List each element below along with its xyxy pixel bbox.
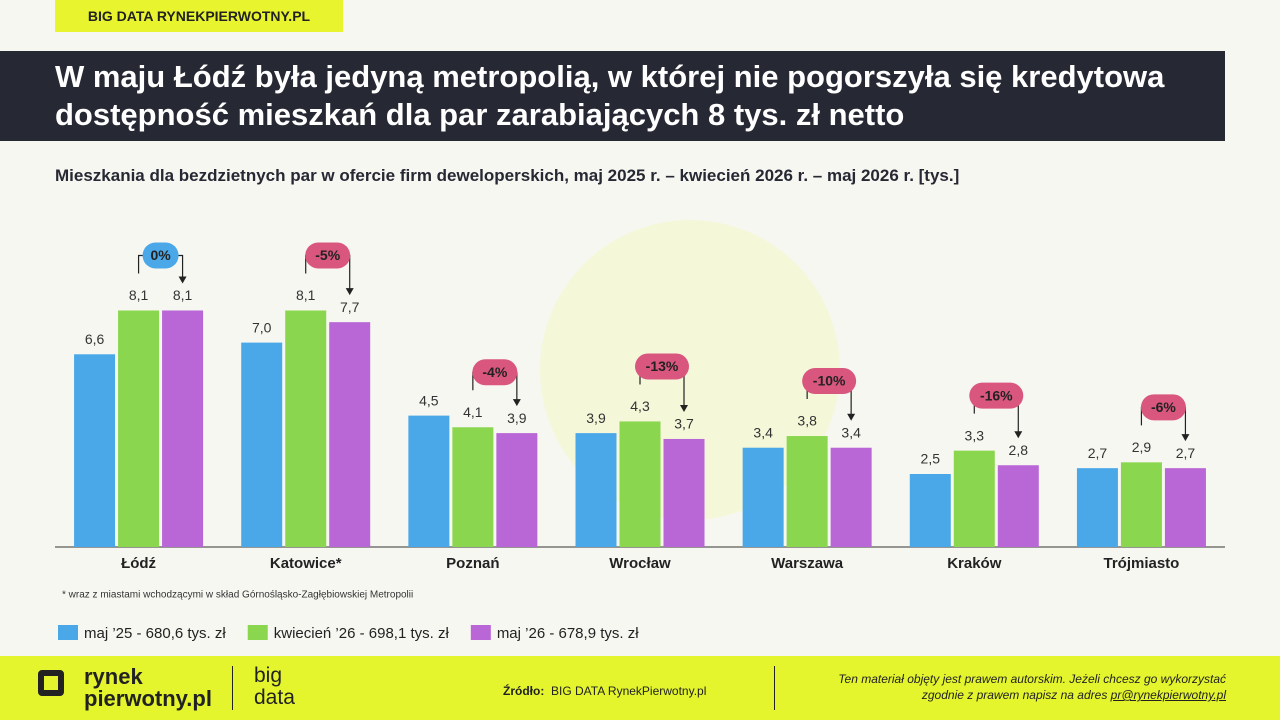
value-label: 6,6 (85, 331, 105, 347)
value-label: 4,3 (630, 398, 650, 414)
divider (774, 666, 775, 710)
bar (619, 421, 661, 547)
value-label: 3,9 (507, 410, 527, 426)
value-label: 2,9 (1132, 439, 1152, 455)
bar (997, 465, 1039, 547)
change-badge (1140, 394, 1186, 421)
change-label: -10% (813, 373, 846, 389)
bar (74, 354, 116, 547)
value-label: 2,7 (1088, 445, 1108, 461)
value-label: 8,1 (129, 287, 149, 303)
arrow-head (1014, 431, 1023, 439)
change-label: 0% (150, 247, 171, 263)
bar (408, 415, 450, 547)
legend-label: maj ’25 - 680,6 tys. zł (84, 625, 226, 642)
bar (162, 310, 204, 547)
value-label: 2,8 (1009, 442, 1029, 458)
value-label: 8,1 (296, 287, 316, 303)
legend-label: maj ’26 - 678,9 tys. zł (497, 625, 639, 642)
arrow-head (178, 276, 187, 284)
change-label: -4% (482, 364, 507, 380)
value-label: 3,8 (797, 413, 817, 429)
value-label: 2,7 (1176, 445, 1196, 461)
value-label: 4,1 (463, 404, 483, 420)
change-badge (802, 368, 857, 395)
logo-icon (38, 670, 64, 696)
value-label: 7,0 (252, 319, 272, 335)
bar (1120, 462, 1162, 547)
change-badge (472, 359, 518, 386)
change-badge (142, 242, 179, 269)
x-tick-label: Poznań (446, 555, 499, 572)
value-label: 3,4 (841, 424, 861, 440)
footnote: * wraz z miastami wchodzącymi w skład Gó… (62, 590, 413, 601)
logo-bottom: pierwotny.pl (84, 686, 212, 711)
change-label: -16% (980, 387, 1013, 403)
source: BIG DATA RynekPierwotny.pl (551, 684, 707, 698)
header-tag: BIG DATA RYNEKPIERWOTNY.PL (55, 0, 343, 32)
bar (953, 450, 995, 547)
bar (830, 447, 872, 547)
bar (575, 433, 617, 547)
email[interactable]: pr@rynekpierwotny.pl (1110, 688, 1226, 702)
footer: rynek pierwotny.pl big data Źródło: BIG … (0, 656, 1280, 720)
bar (285, 310, 327, 547)
bar (452, 427, 494, 547)
change-label: -13% (646, 358, 679, 374)
change-label: -6% (1151, 399, 1176, 415)
value-label: 3,7 (674, 416, 694, 432)
x-tick-label: Łódź (121, 555, 156, 572)
value-label: 3,3 (965, 427, 985, 443)
value-label: 8,1 (173, 287, 193, 303)
arrow-head (680, 404, 688, 412)
source-label: Źródło: (503, 684, 545, 698)
x-tick-label: Wrocław (609, 555, 671, 572)
bar (909, 474, 951, 547)
brand-bottom: data (254, 686, 295, 709)
value-label: 4,5 (419, 392, 439, 408)
arrow-head (512, 399, 521, 407)
change-badge (635, 353, 689, 380)
legend-label: kwiecień ’26 - 698,1 tys. zł (274, 625, 450, 642)
value-label: 2,5 (921, 451, 941, 467)
arrow-head (847, 413, 856, 421)
arrow-head (345, 288, 354, 296)
copyright: Ten materiał objęty jest prawem autorski… (838, 672, 1226, 686)
chart-title: W maju Łódź była jedyną metropolią, w kt… (55, 59, 1165, 132)
legend-swatch (58, 625, 78, 640)
title-bar: W maju Łódź była jedyną metropolią, w kt… (0, 51, 1225, 141)
brand-top: big (254, 664, 283, 687)
copyright: zgodnie z prawem napisz na adres pr@ryne… (922, 688, 1226, 702)
bar (663, 438, 705, 547)
value-label: 3,4 (753, 424, 773, 440)
legend-swatch (247, 625, 268, 640)
change-label: -5% (315, 247, 340, 263)
bar (1076, 468, 1118, 547)
chart-subtitle: Mieszkania dla bezdzietnych par w oferci… (55, 166, 960, 185)
change-badge (969, 382, 1024, 409)
divider (232, 666, 233, 710)
bar (329, 322, 371, 547)
x-tick-label: Katowice* (270, 555, 342, 572)
chart: * wraz z miastami wchodzącymi w skład Gó… (55, 220, 1225, 642)
x-tick-label: Trójmiasto (1103, 555, 1179, 572)
bar (1164, 468, 1206, 547)
copyright: zgodnie z prawem napisz na adres (921, 688, 1108, 702)
bar (118, 310, 160, 547)
logo-top: rynek (84, 664, 143, 689)
change-badge (305, 242, 351, 269)
value-label: 7,7 (340, 299, 360, 315)
x-tick-label: Warszawa (771, 555, 844, 572)
bar (786, 436, 828, 547)
x-tick-label: Kraków (947, 555, 1002, 572)
legend-swatch (470, 625, 491, 640)
bar (241, 342, 283, 547)
arrow-head (1181, 434, 1190, 442)
bar (496, 433, 538, 547)
bar (742, 447, 784, 547)
value-label: 3,9 (586, 410, 606, 426)
